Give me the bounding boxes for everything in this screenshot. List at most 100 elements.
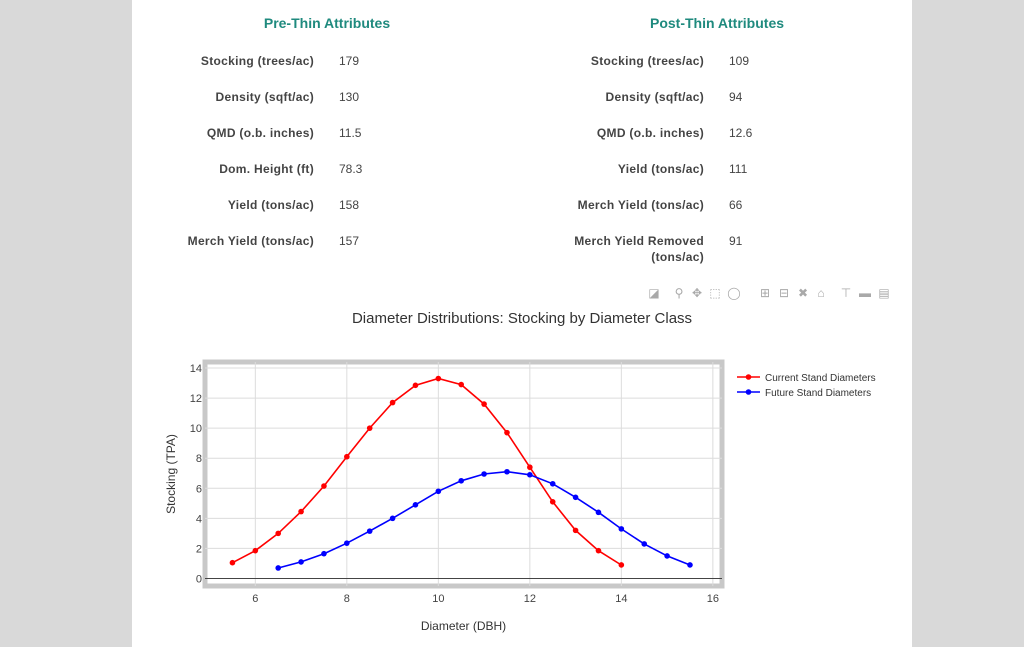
lasso-icon[interactable]: ◯ (727, 286, 741, 300)
post-thin-heading: Post-Thin Attributes (649, 15, 785, 31)
spike-icon[interactable]: ⊤ (840, 286, 852, 300)
legend: Current Stand Diameters Future Stand Diam… (737, 373, 876, 399)
plot-frame (202, 359, 725, 589)
data-point (641, 541, 648, 547)
data-point (298, 508, 304, 515)
legend-marker (745, 389, 752, 395)
data-point (549, 480, 556, 487)
x-tick-label: 16 (707, 593, 719, 605)
series-layer (229, 375, 693, 571)
data-point (481, 401, 487, 407)
box-select-icon[interactable]: ⬚ (709, 286, 721, 300)
data-point (458, 381, 465, 388)
data-point (458, 477, 465, 484)
data-point (595, 509, 602, 516)
series-future (275, 468, 693, 571)
pan-icon[interactable]: ✥ (691, 286, 703, 300)
data-point (572, 494, 579, 501)
data-point (321, 483, 327, 489)
y-tick-label: 0 (196, 573, 202, 585)
pre-thin-label: Merch Yield (tons/ac) (187, 234, 314, 248)
data-point (664, 553, 670, 559)
pre-thin-value: 158 (339, 198, 360, 212)
chart-modebar: ◪ ⚲ ✥ ⬚ ◯ ⊞ ⊟ ✖ ⌂ ⊤ ▬ ▤ (647, 286, 897, 302)
data-point (389, 399, 396, 406)
x-tick-label: 14 (615, 593, 627, 605)
post-thin-label: Merch Yield (tons/ac) (577, 198, 704, 212)
x-tick-label: 8 (344, 593, 350, 605)
data-point (275, 565, 282, 571)
x-axis-label: Diameter (DBH) (421, 619, 506, 633)
camera-icon[interactable]: ◪ (648, 286, 660, 300)
pre-thin-value: 130 (339, 90, 360, 104)
data-point (412, 382, 419, 389)
post-thin-value: 94 (729, 90, 743, 104)
data-point (366, 425, 373, 431)
pre-thin-value: 11.5 (339, 126, 362, 140)
x-tick-label: 12 (524, 593, 536, 605)
data-point (229, 559, 236, 566)
post-thin-value: 111 (729, 162, 748, 176)
post-thin-value: 91 (729, 234, 743, 248)
post-thin-label: Density (sqft/ac) (605, 90, 704, 104)
legend-item: Future Stand Diameters (737, 388, 871, 399)
x-tick-label: 6 (252, 593, 258, 605)
pre-thin-heading: Pre-Thin Attributes (263, 15, 391, 31)
pre-thin-label: Yield (tons/ac) (227, 198, 314, 212)
zoom-out-icon[interactable]: ⊟ (778, 286, 790, 300)
post-thin-label: Merch Yield Removed (tons/ac) (574, 234, 704, 264)
data-point (435, 375, 442, 382)
series-line (277, 470, 691, 569)
hover-closest-icon[interactable]: ▬ (859, 286, 871, 300)
data-point (572, 527, 579, 534)
data-point (252, 547, 259, 554)
y-tick-label: 14 (190, 363, 202, 375)
data-point (344, 540, 350, 546)
post-thin-value: 12.6 (729, 126, 753, 140)
data-point (549, 499, 556, 505)
post-thin-label: QMD (o.b. inches) (596, 126, 704, 140)
data-point (618, 526, 625, 532)
hover-compare-icon[interactable]: ▤ (878, 286, 890, 300)
data-point (435, 488, 442, 495)
data-point (412, 502, 419, 508)
series-line (232, 377, 622, 566)
grid-lines (205, 362, 722, 586)
pre-thin-label: QMD (o.b. inches) (206, 126, 314, 140)
axis-ticks: 6 8 10 12 14 16 0 2 4 6 8 10 12 14 (190, 363, 719, 605)
pre-thin-label: Density (sqft/ac) (215, 90, 314, 104)
data-point (595, 547, 602, 554)
legend-item: Current Stand Diameters (737, 373, 876, 384)
pre-thin-value: 78.3 (339, 162, 363, 176)
data-point (527, 471, 533, 478)
pre-thin-label: Stocking (trees/ac) (200, 54, 314, 68)
home-icon[interactable]: ⌂ (817, 286, 825, 300)
y-tick-label: 2 (196, 543, 202, 555)
data-point (504, 429, 510, 436)
zoom-in-icon[interactable]: ⊞ (759, 286, 771, 300)
data-point (366, 528, 373, 534)
data-point (504, 468, 510, 475)
pre-thin-value: 157 (339, 234, 360, 248)
data-point (275, 530, 282, 537)
y-axis-label: Stocking (TPA) (164, 434, 178, 514)
data-point (481, 471, 487, 477)
data-point (687, 562, 693, 568)
results-panel: Pre-Thin Attributes Post-Thin Attributes… (132, 0, 912, 647)
legend-label: Future Stand Diameters (765, 388, 871, 399)
chart-title: Diameter Distributions: Stocking by Diam… (351, 310, 693, 327)
data-point (389, 515, 396, 522)
series-current (229, 375, 625, 568)
data-point (618, 562, 625, 568)
data-point (344, 453, 350, 460)
zoom-icon[interactable]: ⚲ (674, 286, 684, 300)
data-point (527, 464, 533, 471)
post-thin-label: Stocking (trees/ac) (590, 54, 704, 68)
legend-marker (745, 374, 752, 380)
pre-thin-label: Dom. Height (ft) (219, 162, 314, 176)
y-tick-label: 6 (196, 483, 202, 495)
post-thin-value: 66 (729, 198, 743, 212)
x-tick-label: 10 (432, 593, 444, 605)
data-point (298, 559, 304, 565)
autoscale-icon[interactable]: ✖ (797, 286, 809, 300)
